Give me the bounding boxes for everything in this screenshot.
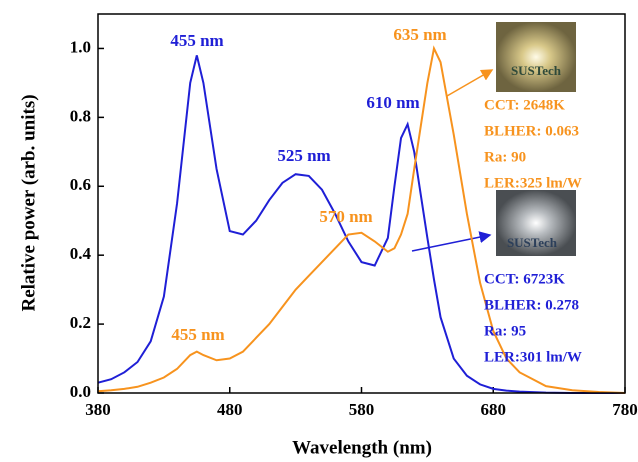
arrow [412,235,490,251]
annotation: Ra: 95 [484,323,526,339]
x-tick-label: 780 [612,400,638,419]
annotation: BLHER: 0.063 [484,123,579,139]
annotation: Ra: 90 [484,149,526,165]
y-tick-label: 0.8 [70,106,91,125]
y-tick-label: 0.4 [70,244,92,263]
x-axis-label: Wavelength (nm) [292,437,432,458]
annotation: 525 nm [277,146,330,165]
annotation: LER:325 lm/W [484,175,582,191]
photo-caption: SUSTech [511,63,562,78]
y-tick-label: 0.6 [70,175,91,194]
y-axis-label: Relative power (arb. units) [18,94,39,311]
annotation: CCT: 6723K [484,271,565,287]
photo-caption: SUSTech [507,235,558,250]
annotation: 455 nm [170,31,223,50]
x-tick-label: 680 [481,400,507,419]
annotation: LER:301 lm/W [484,349,582,365]
chart: Wavelength (nm) Relative power (arb. uni… [0,0,638,462]
annotation: BLHER: 0.278 [484,297,579,313]
x-tick-label: 480 [217,400,243,419]
y-tick-label: 0.2 [70,313,91,332]
y-tick-label: 0.0 [70,382,91,401]
annotation: 635 nm [393,25,446,44]
annotation: 610 nm [366,93,419,112]
annotation: 570 nm [319,207,372,226]
annotation: CCT: 2648K [484,97,565,113]
x-tick-label: 380 [85,400,111,419]
arrow [447,70,492,96]
y-tick-label: 1.0 [70,37,91,56]
annotation: 455 nm [171,325,224,344]
x-tick-label: 580 [349,400,375,419]
lamp-photo [496,22,576,92]
